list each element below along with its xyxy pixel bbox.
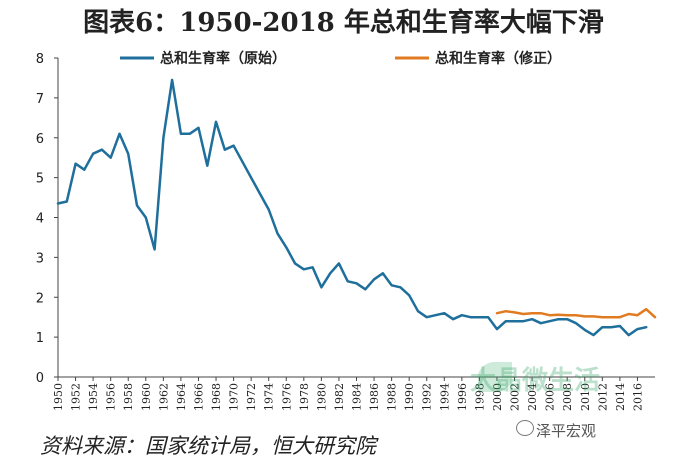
y-tick-label: 7 — [36, 92, 44, 107]
legend-label-revised: 总和生育率（修正） — [435, 50, 561, 67]
x-tick-label: 1982 — [333, 383, 346, 411]
series-original-line — [56, 78, 648, 337]
x-tick-label: 1976 — [280, 383, 293, 411]
x-tick-label: 1956 — [105, 383, 118, 411]
x-tick-label: 1962 — [157, 383, 170, 411]
x-tick-label: 2016 — [631, 383, 644, 411]
x-tick-label: 1964 — [175, 383, 188, 411]
x-tick-label: 2004 — [526, 383, 539, 411]
x-tick-label: 1974 — [263, 383, 276, 411]
source-note: 资料来源：国家统计局，恒大研究院 — [40, 434, 376, 458]
x-tick-label: 2014 — [614, 383, 627, 411]
x-tick-label: 2010 — [579, 383, 592, 411]
watermark-leaf-icon — [478, 362, 512, 392]
x-tick-label: 1986 — [368, 383, 381, 411]
y-tick-label: 5 — [36, 172, 44, 187]
y-tick-label: 4 — [36, 212, 44, 227]
x-tick-label: 1996 — [456, 383, 469, 411]
y-tick-label: 8 — [36, 52, 44, 67]
x-tick-label: 1966 — [192, 383, 205, 411]
x-tick-label: 1988 — [386, 383, 399, 411]
x-tick-label: 1970 — [228, 383, 241, 411]
x-tick-label: 1950 — [52, 383, 65, 411]
watermark-brand: 泽平宏观 — [536, 422, 597, 440]
x-tick-label: 2012 — [596, 383, 609, 411]
x-tick-label: 1960 — [140, 383, 153, 411]
x-tick-label: 2002 — [509, 383, 522, 411]
x-tick-label: 1992 — [421, 383, 434, 411]
chart-title: 图表6：1950-2018 年总和生育率大幅下滑 — [83, 8, 604, 38]
y-tick-label: 0 — [36, 371, 44, 386]
x-tick-label: 1954 — [87, 383, 100, 411]
x-tick-label: 1968 — [210, 383, 223, 411]
x-tick-label: 1984 — [351, 383, 364, 411]
x-tick-label: 2008 — [561, 383, 574, 411]
y-tick-label: 2 — [36, 291, 44, 306]
x-tick-label: 1998 — [473, 383, 486, 411]
watermark-green-text: 大晶微生活 — [470, 366, 601, 396]
y-tick-label: 3 — [36, 251, 44, 266]
series-revised-line — [495, 307, 657, 319]
y-tick-label: 6 — [36, 132, 44, 147]
legend-label-original: 总和生育率（原始） — [160, 50, 286, 67]
x-tick-label: 1990 — [403, 383, 416, 411]
x-tick-label: 2000 — [491, 383, 504, 411]
x-tick-label: 1980 — [315, 383, 328, 411]
x-tick-label: 1972 — [245, 383, 258, 411]
x-tick-label: 1952 — [70, 383, 83, 411]
y-tick-label: 1 — [36, 331, 44, 346]
x-tick-label: 1958 — [122, 383, 135, 411]
wechat-icon — [516, 420, 534, 436]
x-tick-label: 1978 — [298, 383, 311, 411]
x-tick-label: 1994 — [438, 383, 451, 411]
x-tick-label: 2006 — [544, 383, 557, 411]
